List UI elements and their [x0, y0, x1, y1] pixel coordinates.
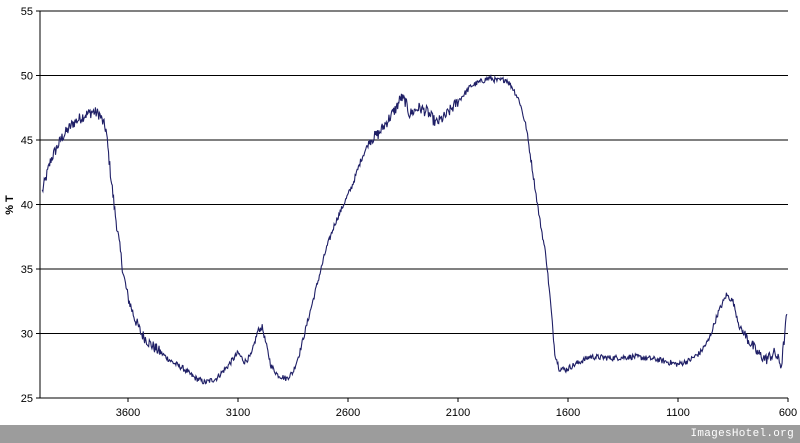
y-tick-label: 50 — [21, 71, 33, 83]
y-tick-label: 30 — [21, 329, 33, 341]
x-tick-label: 600 — [779, 407, 797, 419]
y-tick-label: 45 — [21, 135, 33, 147]
x-tick-label: 1600 — [556, 407, 580, 419]
y-axis-title: % T — [4, 195, 16, 215]
x-tick-label: 3600 — [116, 407, 140, 419]
spectrum-line — [41, 73, 788, 385]
ir-spectrum-chart: 25 30 35 40 45 50 55 3600 3100 2600 2100 1600 1100 6… — [4, 6, 797, 419]
y-tick-label: 40 — [21, 200, 33, 212]
y-tick-label: 25 — [21, 393, 33, 405]
watermark-bar — [0, 425, 800, 443]
x-tick-label: 1100 — [666, 407, 690, 419]
watermark-text: ImagesHotel.org — [690, 428, 794, 440]
x-tick-label: 3100 — [226, 407, 250, 419]
x-tick-label: 2600 — [336, 407, 360, 419]
y-axis-tick-labels: 25 30 35 40 45 50 55 — [21, 6, 33, 405]
y-tick-label: 55 — [21, 6, 33, 18]
gridlines — [36, 10, 789, 402]
y-tick-label: 35 — [21, 264, 33, 276]
x-tick-label: 2100 — [446, 407, 470, 419]
x-axis-tick-labels: 3600 3100 2600 2100 1600 1100 600 — [116, 407, 797, 419]
